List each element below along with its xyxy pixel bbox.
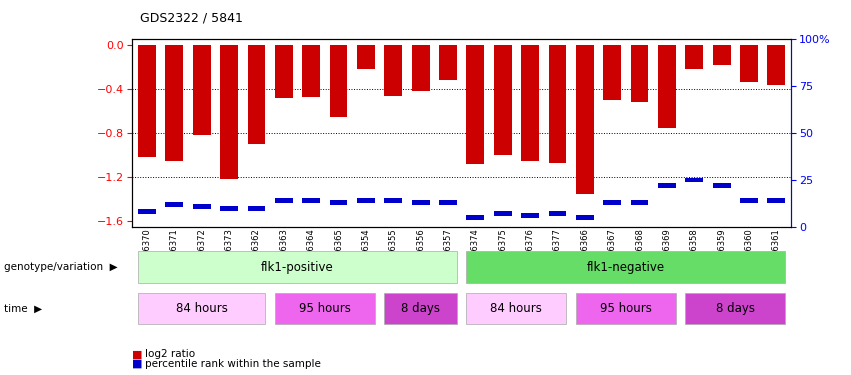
Text: time  ▶: time ▶ (4, 303, 43, 313)
Bar (658, 45, 676, 128)
Bar (248, 206, 266, 211)
Bar (768, 198, 785, 203)
Bar (439, 45, 457, 80)
Bar (658, 183, 676, 188)
Bar (357, 198, 374, 203)
Bar (248, 45, 266, 144)
Bar (685, 45, 703, 69)
Bar (220, 45, 238, 180)
Text: 84 hours: 84 hours (490, 302, 542, 315)
Text: GDS2322 / 5841: GDS2322 / 5841 (140, 11, 243, 24)
Bar (302, 45, 320, 97)
Bar (138, 209, 156, 214)
Bar (165, 202, 183, 207)
Text: 84 hours: 84 hours (176, 302, 227, 315)
Bar (412, 200, 430, 205)
Text: 8 days: 8 days (716, 302, 755, 315)
Bar (494, 211, 511, 216)
Bar (713, 183, 730, 188)
Bar (275, 198, 293, 203)
Text: 8 days: 8 days (401, 302, 440, 315)
Text: 95 hours: 95 hours (600, 302, 652, 315)
Bar (193, 204, 210, 209)
Bar (275, 45, 293, 98)
Bar (385, 198, 403, 203)
Bar (603, 45, 621, 100)
Text: ■: ■ (132, 350, 142, 359)
Text: ■: ■ (132, 359, 142, 369)
Bar (385, 45, 403, 96)
Bar (740, 198, 758, 203)
Bar (685, 177, 703, 183)
Bar (549, 45, 567, 163)
Bar (631, 200, 648, 205)
Bar (439, 200, 457, 205)
Bar (713, 45, 730, 65)
Bar (631, 45, 648, 102)
Bar (412, 45, 430, 91)
Bar (740, 45, 758, 82)
Bar (549, 211, 567, 216)
Text: genotype/variation  ▶: genotype/variation ▶ (4, 262, 118, 272)
Bar (329, 45, 347, 117)
Bar (494, 45, 511, 155)
Bar (768, 45, 785, 85)
Text: flk1-negative: flk1-negative (587, 261, 665, 274)
Bar (302, 198, 320, 203)
Bar (466, 215, 484, 220)
Bar (576, 45, 594, 194)
Bar (165, 45, 183, 161)
Bar (521, 45, 539, 161)
Bar (357, 45, 374, 69)
Bar (138, 45, 156, 158)
Bar (603, 200, 621, 205)
Bar (521, 213, 539, 218)
Text: percentile rank within the sample: percentile rank within the sample (145, 359, 321, 369)
Bar (193, 45, 210, 135)
Text: flk1-positive: flk1-positive (261, 261, 334, 274)
Bar (466, 45, 484, 164)
Bar (220, 206, 238, 211)
Bar (329, 200, 347, 205)
Bar (576, 215, 594, 220)
Text: 95 hours: 95 hours (299, 302, 351, 315)
Text: log2 ratio: log2 ratio (145, 350, 195, 359)
